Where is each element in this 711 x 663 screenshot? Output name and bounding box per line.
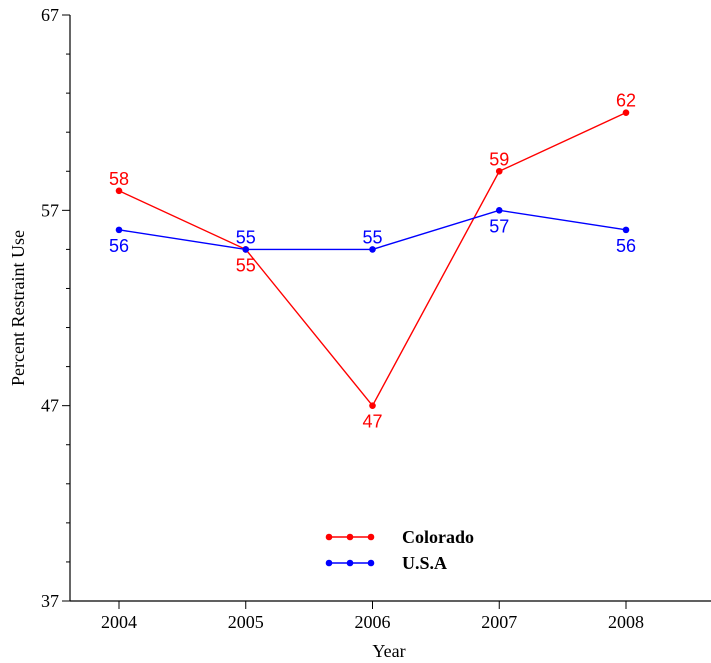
- data-label: 55: [236, 227, 256, 247]
- data-label: 57: [489, 216, 509, 236]
- data-label: 58: [109, 169, 129, 189]
- data-point: [622, 109, 630, 116]
- series-line-0: [118, 112, 627, 407]
- data-point: [622, 226, 630, 234]
- data-labels: 58 55 47 59 62 56 55 55 57 56: [109, 91, 636, 432]
- data-point: [242, 246, 250, 253]
- legend: Colorado U.S.A: [325, 527, 474, 573]
- data-label: 62: [616, 91, 636, 111]
- axis-ticks: 37 47 57 67 2004 2005 2006 2007 2008: [41, 5, 644, 632]
- data-label: 55: [362, 227, 382, 247]
- legend-marker: [367, 559, 375, 567]
- data-point: [495, 167, 503, 175]
- y-axis-label: Percent Restraint Use: [8, 230, 28, 386]
- x-tick-label: 2006: [355, 612, 391, 632]
- legend-marker: [325, 533, 333, 541]
- x-tick-label: 2005: [228, 612, 264, 632]
- x-axis-label: Year: [372, 641, 405, 661]
- legend-marker: [346, 533, 354, 541]
- series-layer: [115, 109, 630, 409]
- data-point: [369, 246, 376, 253]
- y-tick-label: 67: [41, 5, 59, 25]
- data-point: [115, 187, 123, 195]
- data-label: 56: [109, 236, 129, 256]
- y-tick-label: 57: [41, 200, 59, 220]
- data-point: [495, 207, 503, 214]
- data-label: 55: [236, 255, 256, 275]
- x-tick-label: 2007: [481, 612, 517, 632]
- axes: [69, 15, 711, 602]
- legend-marker: [325, 559, 333, 567]
- x-tick-label: 2008: [608, 612, 644, 632]
- legend-marker: [346, 559, 354, 567]
- data-point: [369, 402, 376, 409]
- data-label: 47: [362, 412, 382, 432]
- legend-marker: [367, 533, 375, 541]
- legend-entry: Colorado: [402, 527, 474, 547]
- x-tick-label: 2004: [101, 612, 137, 632]
- data-label: 59: [489, 149, 509, 169]
- y-tick-label: 47: [41, 396, 59, 416]
- y-tick-label: 37: [41, 591, 59, 611]
- data-point: [115, 226, 123, 234]
- data-label: 56: [616, 236, 636, 256]
- legend-entry: U.S.A: [402, 553, 447, 573]
